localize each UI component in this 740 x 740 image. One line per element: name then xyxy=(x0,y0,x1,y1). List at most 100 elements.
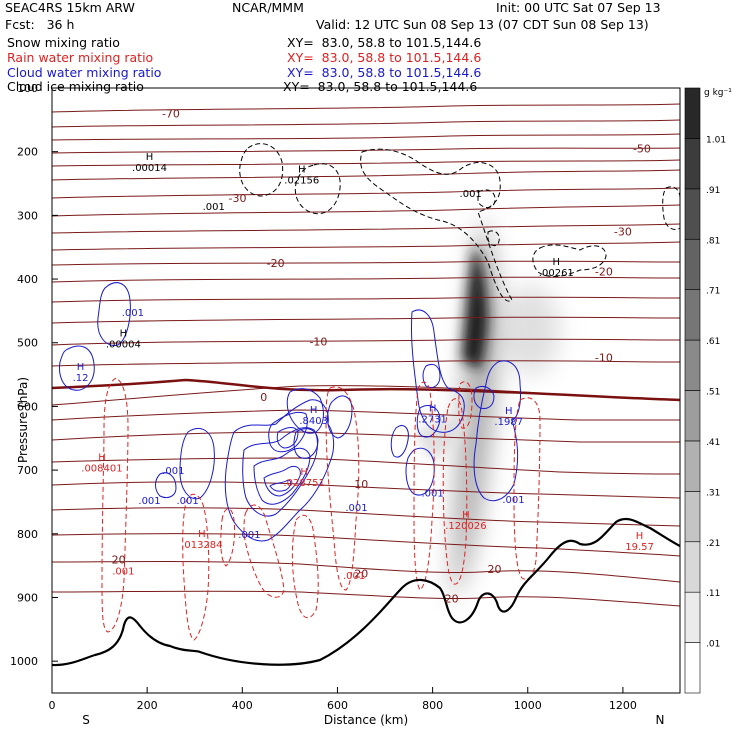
isotherm-label: -10 xyxy=(309,335,327,348)
extremum-marker: H xyxy=(77,362,85,373)
extremum-value: .00261 xyxy=(539,268,574,279)
colorbar-level-label: .81 xyxy=(706,236,720,246)
plot-frame xyxy=(51,87,681,694)
extremum-marker: H xyxy=(98,453,106,464)
contour-label: .001 xyxy=(343,571,365,582)
x-tick-label: 600 xyxy=(327,699,348,712)
colorbar-level-label: .41 xyxy=(706,438,720,448)
isotherm-contours xyxy=(52,103,680,607)
x-tick-label: 400 xyxy=(232,699,253,712)
x-tick-label: 800 xyxy=(422,699,443,712)
terrain-line xyxy=(52,517,680,667)
contour-label: .001 xyxy=(138,496,160,507)
init-time: Init: 00 UTC Sat 07 Sep 13 xyxy=(496,0,661,15)
isotherm-label: 20 xyxy=(445,593,459,606)
x-axis-label: Distance (km) xyxy=(324,713,408,727)
extremum-value: .00014 xyxy=(132,163,167,174)
contour-label: .001 xyxy=(421,488,443,499)
isotherm-label: 10 xyxy=(354,478,368,491)
isotherm-label: 20 xyxy=(487,563,501,576)
isotherm-label: -20 xyxy=(595,265,613,278)
x-tick-label: 1200 xyxy=(609,699,637,712)
valid-time: Valid: 12 UTC Sun 08 Sep 13 (07 CDT Sun … xyxy=(316,17,649,32)
forecast-hour: Fcst: 36 h xyxy=(5,17,75,32)
extremum-value: .013284 xyxy=(181,540,222,551)
field-label-cloud-water: Cloud water mixing ratio xyxy=(7,65,162,80)
extremum-value: .008401 xyxy=(81,464,122,475)
extremum-marker: H xyxy=(198,529,206,540)
colorbar-level-label: 1.01 xyxy=(706,135,726,145)
contour-label: .001 xyxy=(345,503,367,514)
x-end-label-north: N xyxy=(656,713,665,727)
extremum-marker: H xyxy=(146,152,154,163)
extremum-marker: H xyxy=(505,406,513,417)
extremum-marker: H xyxy=(300,467,308,478)
colorbar-unit: g kg⁻¹ xyxy=(704,88,732,98)
colorbar: .01 .11 .21 .31 .41 .51 .61 .71 .81 .91 1.01 xyxy=(684,87,726,694)
x-tick-label: 1000 xyxy=(514,699,542,712)
y-tick-label: 900 xyxy=(17,591,38,604)
contour-label: .001 xyxy=(112,567,134,578)
colorbar-swatch xyxy=(684,642,701,694)
colorbar-swatch xyxy=(684,591,701,643)
extremum-value: .8403 xyxy=(299,416,328,427)
org-title: NCAR/MMM xyxy=(232,0,304,15)
cloud-water-contours xyxy=(59,282,521,542)
y-tick-label: 300 xyxy=(17,209,38,222)
extremum-value: .028751 xyxy=(283,478,324,489)
colorbar-swatch xyxy=(684,390,701,442)
model-title: SEAC4RS 15km ARW xyxy=(5,0,135,15)
y-axis: 100 200 300 400 500 600 700 800 900 1000 xyxy=(10,82,58,668)
isotherm-label: -10 xyxy=(595,351,613,364)
extremum-marker: H xyxy=(553,257,561,268)
colorbar-swatch xyxy=(684,188,701,240)
field-xy-snow: XY= 83.0, 58.8 to 101.5,144.6 xyxy=(287,35,482,50)
extremum-marker: H xyxy=(310,405,318,416)
cloud-ice-contours xyxy=(239,143,680,302)
contour-label: .001 xyxy=(176,496,198,507)
colorbar-swatch xyxy=(684,541,701,593)
x-end-label-south: S xyxy=(82,713,90,727)
contour-label: .001 xyxy=(460,189,482,200)
colorbar-swatch xyxy=(684,138,701,190)
extremum-marker: H xyxy=(429,404,437,415)
colorbar-level-label: .91 xyxy=(706,186,720,196)
isotherm-label: 0 xyxy=(260,391,267,404)
y-tick-label: 600 xyxy=(17,400,38,413)
field-xy-rain: XY= 83.0, 58.8 to 101.5,144.6 xyxy=(287,50,482,65)
colorbar-level-label: .31 xyxy=(706,488,720,498)
isotherm-label: -30 xyxy=(229,192,247,205)
extremum-value: .00004 xyxy=(106,339,141,350)
isotherm-label: 20 xyxy=(112,553,126,566)
colorbar-swatch xyxy=(684,238,701,290)
colorbar-swatch xyxy=(684,440,701,492)
isotherm-label: -20 xyxy=(267,257,285,270)
colorbar-level-label: .01 xyxy=(706,640,720,650)
colorbar-level-label: .21 xyxy=(706,539,720,549)
extremum-marker: H xyxy=(120,328,128,339)
colorbar-level-label: .51 xyxy=(706,388,720,398)
y-tick-label: 800 xyxy=(17,528,38,541)
extrema-labels: H.00014 H.02156H.00261H.00004H.12H.8403H.… xyxy=(73,152,654,553)
colorbar-level-label: .11 xyxy=(706,589,720,599)
extremum-value: .1987 xyxy=(494,417,523,428)
field-label-cloud-ice: Cloud ice mixing ratio xyxy=(7,79,144,94)
extremum-marker: H xyxy=(636,531,644,542)
y-tick-label: 200 xyxy=(17,146,38,159)
colorbar-swatch xyxy=(684,87,701,139)
contour-label: .001 xyxy=(162,466,184,477)
field-label-rain: Rain water mixing ratio xyxy=(7,50,154,65)
extremum-marker: H xyxy=(462,510,470,521)
snow-shading xyxy=(414,215,560,600)
colorbar-level-label: .71 xyxy=(706,287,720,297)
colorbar-swatch xyxy=(684,289,701,341)
field-xy-cloud-water: XY= 83.0, 58.8 to 101.5,144.6 xyxy=(287,65,482,80)
contour-label: .001 xyxy=(203,202,225,213)
rain-water-contours xyxy=(101,377,541,641)
y-tick-label: 1000 xyxy=(10,655,38,668)
colorbar-level-label: .61 xyxy=(706,337,720,347)
y-tick-label: 700 xyxy=(17,464,38,477)
field-label-snow: Snow mixing ratio xyxy=(7,35,120,50)
x-axis: 0 200 400 600 800 1000 1200 xyxy=(49,687,637,712)
